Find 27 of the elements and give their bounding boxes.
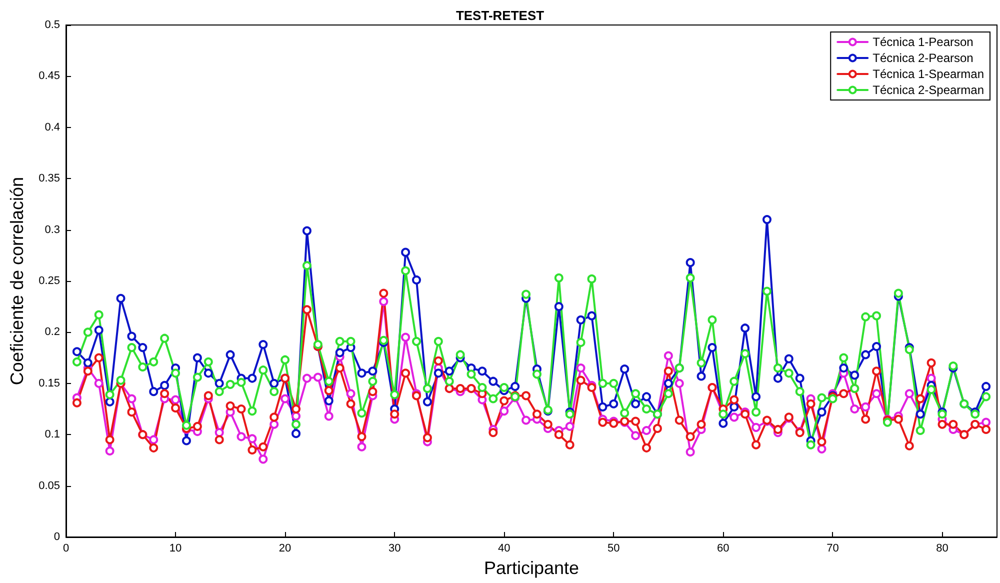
y-tick-label: 0.4: [44, 121, 60, 134]
chart-title: TEST-RETEST: [456, 8, 544, 23]
y-tick-label: 0.1: [44, 428, 60, 441]
x-tick-label: 10: [169, 542, 182, 554]
y-tick-label: 0.3: [44, 224, 60, 236]
x-tick-label: 40: [498, 542, 510, 554]
y-tick-label: 0.2: [44, 326, 60, 338]
y-tick-label: 0.45: [38, 70, 60, 82]
legend-label: Técnica 2-Spearman: [872, 83, 984, 97]
x-tick-label: 70: [826, 542, 839, 554]
y-tick-label: 0.15: [38, 377, 60, 390]
x-tick-label: 60: [717, 542, 730, 554]
y-axis-title: Coeficiente de correlación: [7, 176, 27, 386]
legend-label: Técnica 2-Pearson: [872, 51, 974, 65]
legend-label: Técnica 1-Spearman: [872, 67, 984, 81]
x-tick-label: 80: [936, 542, 948, 554]
y-tick-label: 0.5: [44, 19, 60, 31]
y-tick-label: 0: [54, 531, 60, 543]
x-tick-label: 30: [388, 542, 401, 554]
y-tick-label: 0.05: [38, 480, 60, 492]
x-tick-label: 50: [608, 542, 620, 554]
x-tick-label: 0: [62, 542, 70, 554]
y-tick-label: 0.25: [38, 275, 60, 287]
x-axis-title: Participante: [484, 558, 580, 578]
legend-label: Técnica 1-Pearson: [872, 35, 974, 49]
x-tick-label: 20: [278, 542, 292, 554]
y-tick-label: 0.35: [38, 172, 60, 185]
